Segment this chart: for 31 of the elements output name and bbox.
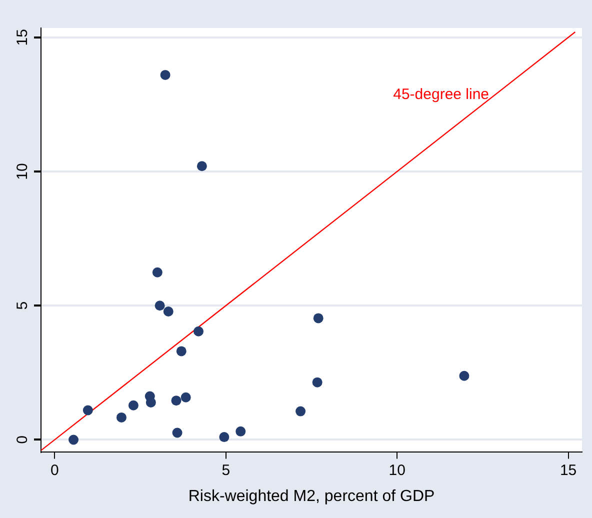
point <box>196 161 207 172</box>
y-tick-label: 0 <box>14 436 31 444</box>
point <box>176 346 186 356</box>
point <box>172 428 182 438</box>
point <box>68 434 79 445</box>
point <box>82 405 93 416</box>
point <box>313 313 324 324</box>
series-label: 45-degree line <box>393 86 490 103</box>
x-tick-label: 10 <box>388 462 406 479</box>
x-axis-title: Risk-weighted M2, percent of GDP <box>188 488 435 505</box>
point <box>146 397 156 408</box>
y-tick-label: 10 <box>14 163 31 180</box>
x-tick-label: 15 <box>560 462 577 479</box>
point <box>194 326 204 336</box>
point <box>154 300 165 311</box>
point <box>128 400 138 410</box>
x-tick-label: 0 <box>50 462 59 479</box>
point <box>180 392 191 402</box>
point <box>152 267 162 278</box>
point <box>312 377 322 388</box>
x-tick-label: 5 <box>222 462 230 479</box>
point <box>160 70 170 80</box>
point <box>116 412 126 422</box>
point <box>296 406 306 416</box>
point <box>459 370 470 381</box>
point <box>163 306 174 317</box>
point <box>219 432 230 442</box>
point <box>171 396 182 406</box>
y-tick-label: 5 <box>14 301 31 310</box>
y-tick-label: 15 <box>14 29 31 46</box>
point <box>236 426 246 436</box>
